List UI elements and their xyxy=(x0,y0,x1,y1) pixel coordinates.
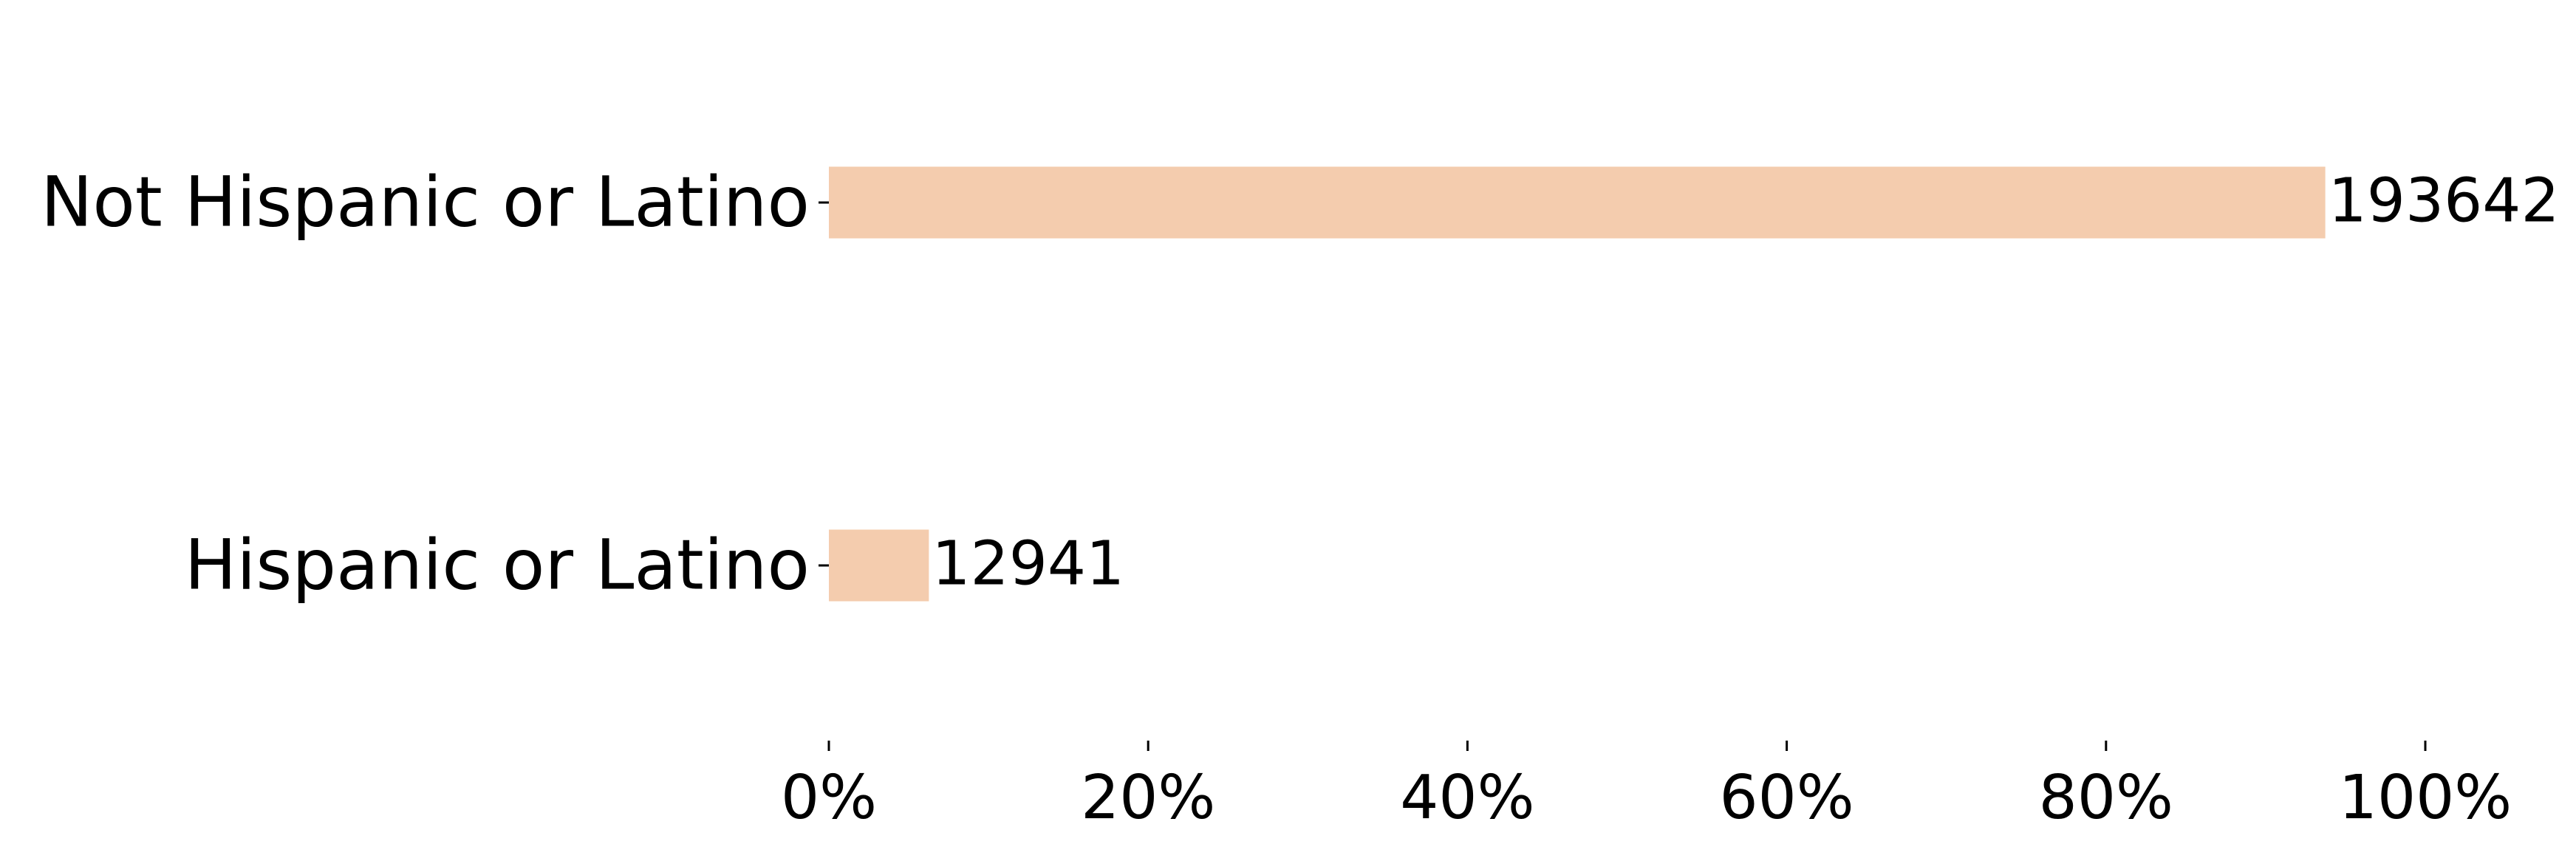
bar-0 xyxy=(829,166,2326,239)
x-axis: 0% 20% 40% 60% 80% 100% xyxy=(781,741,2512,833)
x-tick-label-4: 80% xyxy=(2039,763,2173,833)
x-tick-label-0: 0% xyxy=(781,763,877,833)
category-label-1: Hispanic or Latino xyxy=(185,526,810,606)
value-label-1: 12941 xyxy=(932,529,1124,599)
bars-group xyxy=(829,166,2326,602)
category-labels: Not Hispanic or Latino Hispanic or Latino xyxy=(41,163,810,606)
bar-1 xyxy=(829,529,929,602)
y-axis-ticks xyxy=(819,201,829,567)
x-tick-label-2: 40% xyxy=(1400,763,1534,833)
x-tick-label-1: 20% xyxy=(1081,763,1215,833)
x-tick-label-3: 60% xyxy=(1719,763,1854,833)
x-tick-label-5: 100% xyxy=(2339,763,2512,833)
value-labels: 193642 12941 xyxy=(932,166,2559,599)
category-label-0: Not Hispanic or Latino xyxy=(41,163,810,243)
value-label-0: 193642 xyxy=(2329,166,2560,237)
